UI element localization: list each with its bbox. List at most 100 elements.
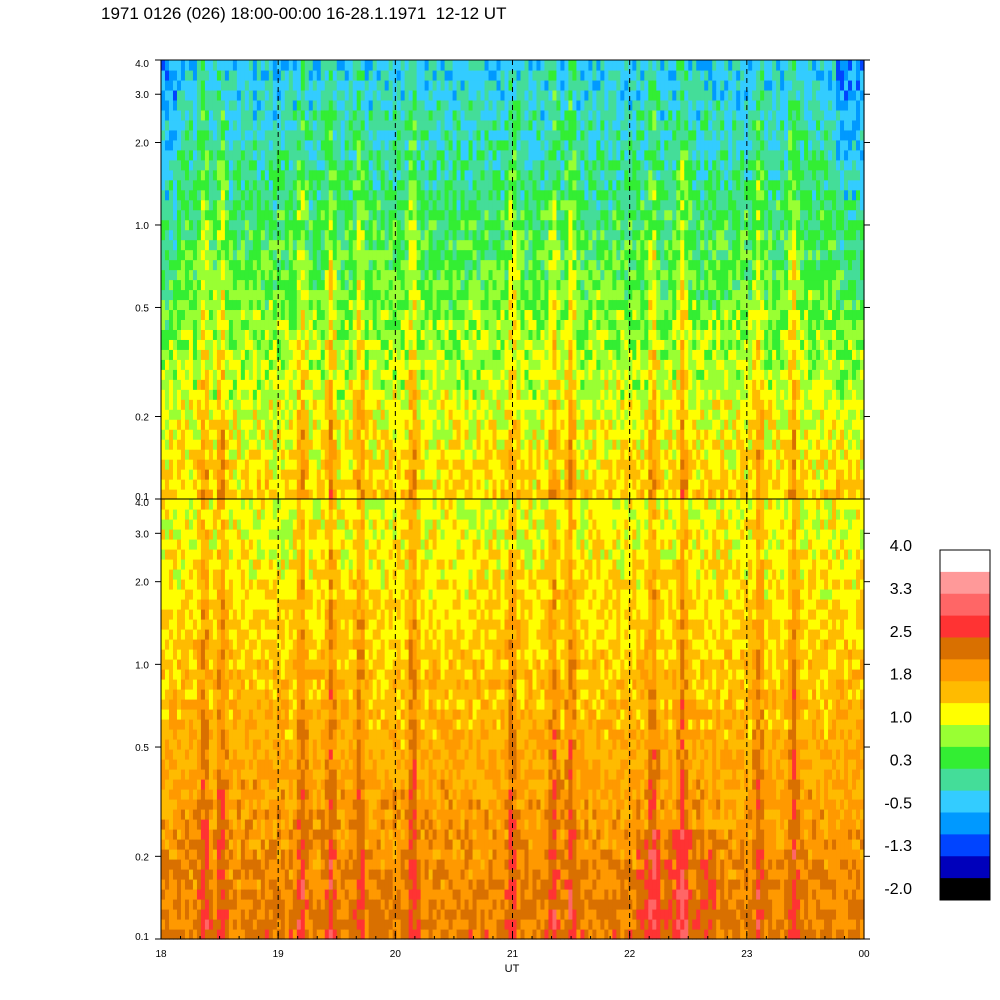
spectrogram-cell [208, 339, 214, 350]
spectrogram-cell [508, 149, 514, 161]
spectrogram-cell [596, 169, 601, 181]
spectrogram-cell [564, 199, 570, 211]
spectrogram-cell [192, 259, 198, 271]
spectrogram-cell [300, 429, 306, 440]
spectrogram-cell [348, 199, 354, 211]
spectrogram-cell [380, 99, 386, 111]
spectrogram-cell [168, 459, 174, 470]
spectrogram-cell [432, 169, 438, 181]
spectrogram-cell [248, 209, 254, 221]
spectrogram-cell [512, 279, 518, 291]
spectrogram-cell [284, 69, 290, 81]
spectrogram-cell [192, 69, 198, 81]
spectrogram-cell [492, 439, 498, 450]
spectrogram-cell [516, 119, 522, 131]
spectrogram-cell [308, 189, 314, 201]
spectrogram-cell [436, 259, 442, 271]
spectrogram-cell [604, 289, 609, 301]
spectrogram-cell [420, 439, 426, 450]
spectrogram-cell [164, 299, 170, 311]
spectrogram-cell [572, 439, 577, 450]
spectrogram-cell [380, 389, 386, 400]
spectrogram-cell [348, 479, 354, 490]
spectrogram-cell [408, 399, 414, 410]
spectrogram-cell [440, 459, 446, 470]
spectrogram-cell [304, 449, 310, 460]
spectrogram-cell [236, 179, 242, 191]
spectrogram-cell [200, 369, 206, 380]
spectrogram-cell [380, 479, 386, 490]
spectrogram-cell [172, 79, 178, 91]
spectrogram-cell [496, 309, 502, 321]
spectrogram-cell [576, 369, 581, 380]
spectrogram-cell [376, 449, 382, 460]
spectrogram-cell [296, 289, 302, 301]
spectrogram-cell [540, 319, 546, 330]
spectrogram-cell [596, 379, 601, 390]
spectrogram-cell [436, 139, 442, 151]
spectrogram-cell [340, 429, 346, 440]
spectrogram-cell [396, 319, 402, 330]
spectrogram-cell [248, 299, 254, 311]
spectrogram-cell [228, 99, 234, 111]
spectrogram-cell [332, 279, 338, 291]
spectrogram-cell [164, 269, 170, 281]
spectrogram-cell [280, 119, 286, 131]
spectrogram-cell [412, 379, 418, 390]
spectrogram-cell [400, 209, 406, 221]
spectrogram-cell [344, 349, 350, 360]
spectrogram-cell [164, 359, 170, 370]
spectrogram-cell [480, 339, 486, 350]
spectrogram-cell [544, 119, 550, 131]
spectrogram-cell [428, 469, 434, 480]
spectrogram-cell [188, 389, 194, 400]
spectrogram-cell [464, 339, 470, 350]
spectrogram-cell [236, 479, 242, 490]
spectrogram-cell [472, 349, 478, 360]
spectrogram-cell [508, 319, 514, 330]
spectrogram-cell [604, 339, 609, 350]
spectrogram-cell [480, 439, 486, 450]
spectrogram-cell [540, 269, 546, 281]
spectrogram-cell [176, 259, 182, 271]
spectrogram-cell [324, 319, 330, 330]
spectrogram-cell [556, 299, 562, 311]
spectrogram-cell [512, 369, 518, 380]
spectrogram-cell [412, 459, 418, 470]
spectrogram-cell [336, 149, 342, 161]
spectrogram-cell [200, 209, 206, 221]
spectrogram-cell [388, 239, 394, 251]
spectrogram-cell [436, 289, 442, 301]
spectrogram-cell [452, 469, 458, 480]
spectrogram-cell [572, 69, 577, 81]
spectrogram-cell [592, 209, 597, 221]
spectrogram-cell [508, 189, 514, 201]
spectrogram-cell [252, 429, 258, 440]
spectrogram-cell [552, 79, 558, 91]
spectrogram-cell [328, 349, 334, 360]
spectrogram-cell [161, 409, 166, 420]
spectrogram-cell [500, 79, 506, 91]
spectrogram-cell [312, 229, 318, 241]
spectrogram-cell [600, 449, 605, 460]
spectrogram-cell [176, 319, 182, 330]
spectrogram-cell [220, 339, 226, 350]
spectrogram-cell [384, 109, 390, 121]
spectrogram-cell [240, 149, 246, 161]
spectrogram-cell [348, 329, 354, 340]
spectrogram-cell [284, 459, 290, 470]
spectrogram-cell [480, 159, 486, 171]
spectrogram-cell [168, 429, 174, 440]
spectrogram-cell [440, 289, 446, 301]
spectrogram-cell [252, 159, 258, 171]
spectrogram-cell [272, 419, 278, 430]
spectrogram-cell [312, 279, 318, 291]
spectrogram-cell [204, 189, 210, 201]
spectrogram-cell [328, 99, 334, 111]
spectrogram-cell [336, 239, 342, 251]
spectrogram-cell [161, 209, 166, 221]
spectrogram-cell [236, 239, 242, 251]
spectrogram-cell [532, 89, 538, 101]
spectrogram-cell [544, 409, 550, 420]
spectrogram-cell [384, 179, 390, 191]
